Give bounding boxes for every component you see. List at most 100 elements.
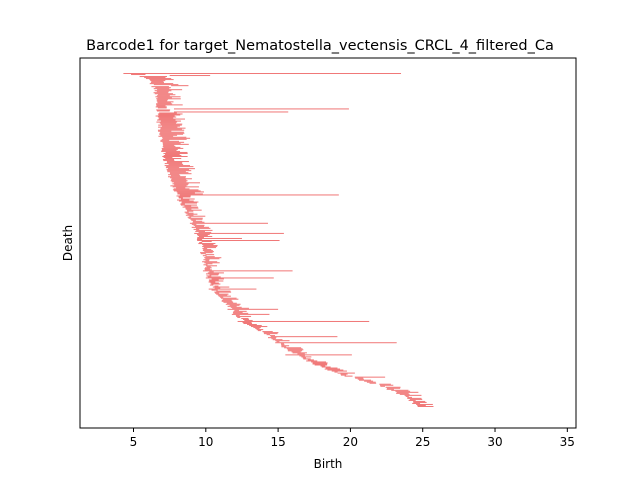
barcode-bar xyxy=(160,123,183,125)
barcode-bar xyxy=(233,312,249,314)
barcode-bar xyxy=(173,188,190,190)
barcode-bar xyxy=(386,388,394,390)
barcode-bar xyxy=(364,380,374,382)
barcode-bar xyxy=(170,185,187,187)
barcode-bar xyxy=(222,298,239,300)
barcode-bar xyxy=(177,192,195,194)
barcode-bar xyxy=(163,144,175,146)
barcode-bar xyxy=(139,76,167,78)
barcode-bar xyxy=(193,224,205,226)
barcode-bar xyxy=(156,121,178,123)
barcode-bar xyxy=(191,226,209,228)
barcode-bar xyxy=(162,145,176,147)
barcode-bar xyxy=(162,143,189,145)
barcode-bar xyxy=(158,126,178,128)
barcode-bar xyxy=(171,85,189,87)
chart-title: Barcode1 for target_Nematostella_vectens… xyxy=(86,38,554,54)
barcode-bar xyxy=(211,283,221,285)
barcode-bar xyxy=(189,222,268,224)
barcode-bar xyxy=(205,256,215,258)
barcode-bar xyxy=(197,236,204,238)
barcode-bar xyxy=(131,74,146,76)
barcode-bar xyxy=(180,204,197,206)
barcode-bar xyxy=(157,99,168,101)
barcode-bar xyxy=(192,220,203,222)
barcode-bar xyxy=(177,193,203,195)
barcode-bar xyxy=(385,386,401,388)
barcode-bar xyxy=(157,116,177,118)
barcode-bar xyxy=(185,207,199,209)
barcode-bar xyxy=(208,279,219,281)
barcode-bar xyxy=(164,163,183,165)
barcode-bar xyxy=(203,264,208,266)
barcode-bar xyxy=(237,320,370,322)
barcode-bar xyxy=(230,306,242,308)
barcode-bar xyxy=(204,251,214,253)
barcode-bar xyxy=(190,218,203,220)
x-axis-label: Birth xyxy=(314,457,343,471)
barcode-bar xyxy=(247,324,257,326)
barcode-bar xyxy=(163,154,182,156)
barcode-bar xyxy=(211,278,224,280)
barcode-bar xyxy=(187,213,198,215)
barcode-bar xyxy=(237,316,241,318)
barcode-bar xyxy=(214,291,232,293)
barcode-bar xyxy=(321,366,331,368)
barcode-bar xyxy=(191,219,196,221)
barcode-bar xyxy=(212,286,230,288)
barcode-bar xyxy=(229,304,240,306)
barcode-bar xyxy=(150,80,166,82)
barcode-bar xyxy=(156,91,169,93)
barcode-bar xyxy=(211,289,218,291)
barcode-bar xyxy=(166,162,183,164)
barcode-bar xyxy=(203,249,212,251)
x-tick-label: 30 xyxy=(487,435,502,449)
plot-frame xyxy=(79,57,577,429)
barcode-bar xyxy=(214,292,220,294)
barcode-bar xyxy=(205,267,212,269)
barcode-bar xyxy=(162,142,181,144)
barcode-bar xyxy=(173,111,289,113)
barcode-bar xyxy=(198,235,213,237)
barcode-bar xyxy=(157,101,174,103)
barcode-bar xyxy=(161,125,180,127)
barcode-bar xyxy=(196,233,210,235)
x-tick-label: 10 xyxy=(198,435,213,449)
barcode-bar xyxy=(165,158,182,160)
barcode-bar xyxy=(205,273,220,275)
barcode-bar xyxy=(157,119,176,121)
barcode-bar xyxy=(198,231,212,233)
barcode-bar xyxy=(161,149,177,151)
barcode-bar xyxy=(263,332,279,334)
barcode-bar xyxy=(160,140,179,142)
barcode-bar xyxy=(257,330,262,332)
barcode-bar xyxy=(205,263,213,265)
barcode-bar xyxy=(202,250,213,252)
barcode-bar xyxy=(163,146,181,148)
barcode-bar xyxy=(174,184,188,186)
x-tick-label: 20 xyxy=(343,435,358,449)
barcode-bar xyxy=(413,400,426,402)
barcode-bar xyxy=(276,341,280,343)
barcode-bar xyxy=(165,153,180,155)
barcode-bar xyxy=(162,148,178,150)
barcode-bar xyxy=(162,159,175,161)
barcode-bar xyxy=(220,297,237,299)
barcode-bar xyxy=(168,164,184,166)
barcode-bar xyxy=(405,395,409,397)
barcode-bar xyxy=(409,398,423,400)
barcode-bar xyxy=(159,133,184,135)
barcode-bar xyxy=(209,271,214,273)
barcode-bar xyxy=(281,345,290,347)
barcode-bar xyxy=(176,191,204,193)
barcode-bar xyxy=(181,202,197,204)
barcode-bar xyxy=(216,293,229,295)
barcode-bar xyxy=(163,152,188,154)
barcode-bar xyxy=(203,259,210,261)
barcode-bar xyxy=(172,183,189,185)
barcode-bar xyxy=(166,166,194,168)
barcode-bar xyxy=(221,300,233,302)
barcode-bar xyxy=(417,405,434,407)
barcode-bar xyxy=(171,179,187,181)
barcode-bar xyxy=(157,102,171,104)
